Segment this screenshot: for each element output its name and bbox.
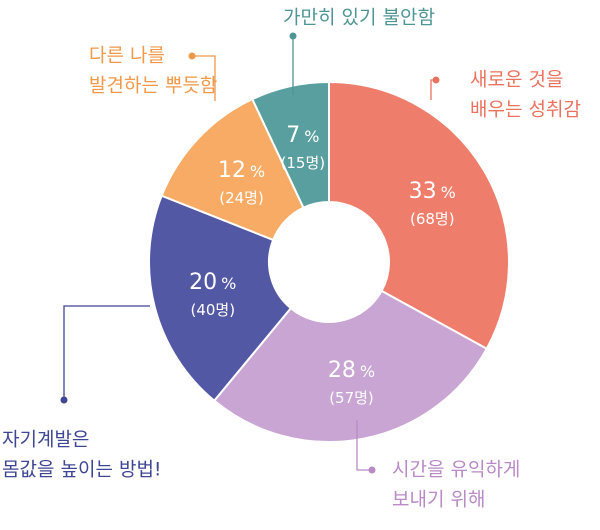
slice-count-self-development: (40명) [190, 301, 235, 319]
leader-line-useful-time [356, 420, 372, 471]
leader-line-self-development [63, 305, 150, 400]
slice-self-development [148, 194, 293, 403]
leader-line-discover-self [192, 55, 216, 101]
slice-percent-unit-useful-time: % [360, 362, 375, 381]
slice-percent-value-discover-self: 12 [218, 158, 246, 183]
slice-count-useful-time: (57명) [329, 389, 374, 407]
category-label-learning-achievement-line-2: 배우는 성취감 [470, 99, 581, 121]
leader-dot-anxiety-idle [289, 32, 297, 40]
slice-percent-value-self-development: 20 [189, 270, 217, 295]
category-label-self-development-line-1: 자기계발은 [2, 429, 89, 451]
slice-learning-achievement [328, 80, 510, 351]
leader-dot-self-development [60, 396, 68, 404]
slice-percent-anxiety-idle: 7% [286, 123, 319, 148]
slice-percent-unit-discover-self: % [250, 162, 265, 181]
category-label-self-development-line-2: 몸값을 높이는 방법! [2, 459, 162, 481]
category-label-useful-time-line-2: 보내기 위해 [392, 489, 485, 511]
slice-percent-value-anxiety-idle: 7 [286, 123, 300, 148]
category-label-discover-self-line-1: 다른 나를 [89, 45, 165, 67]
slice-count-discover-self: (24명) [219, 189, 264, 207]
slice-labels-group: 33 % (68명) 28 % (57명) 20 % (40명) 12 % (24명) 7 % (15명) [189, 123, 456, 407]
slice-anxiety-idle [251, 80, 330, 210]
slice-percent-learning-achievement: 33% [409, 179, 456, 204]
slice-percent-discover-self: 12% [218, 158, 265, 183]
category-label-learning-achievement-line-1: 새로운 것을 [470, 69, 563, 91]
leader-dot-discover-self [188, 52, 196, 60]
slice-count-anxiety-idle: (15명) [281, 154, 326, 172]
slice-count-learning-achievement: (68명) [410, 210, 455, 228]
leader-dot-useful-time [368, 466, 376, 474]
slice-percent-self-development: 20% [189, 270, 236, 295]
leader-dot-learning-achievement [432, 76, 440, 84]
slice-percent-useful-time: 28% [328, 358, 375, 383]
category-label-useful-time-line-1: 시간을 유익하게 [392, 459, 520, 481]
slice-percent-value-useful-time: 28 [328, 358, 356, 383]
leader-lines-group [60, 32, 440, 474]
category-label-discover-self-line-2: 발견하는 뿌듯함 [89, 75, 217, 97]
slice-percent-unit-self-development: % [221, 274, 236, 293]
slice-percent-unit-learning-achievement: % [441, 183, 456, 202]
slice-percent-unit-anxiety-idle: % [304, 127, 319, 146]
slice-percent-value-learning-achievement: 33 [409, 179, 437, 204]
slice-useful-time [212, 289, 489, 443]
slices-group [148, 80, 510, 443]
category-label-anxiety-idle-line-1: 가만히 있기 불안함 [283, 7, 435, 29]
